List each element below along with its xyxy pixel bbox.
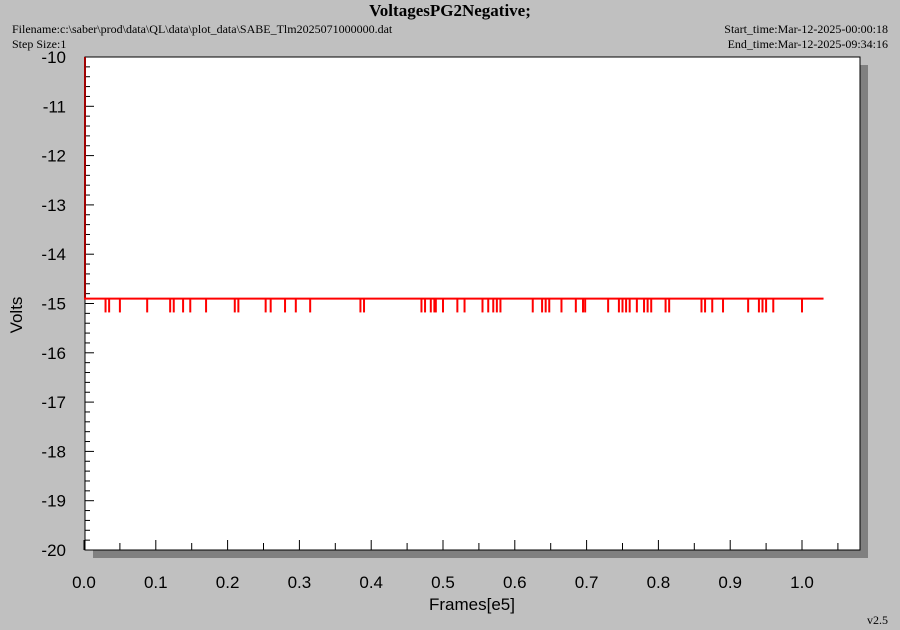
y-tick-label: -15 [41,295,66,314]
x-tick-label: 0.4 [359,573,383,592]
y-tick-label: -13 [41,196,66,215]
x-tick-label: 0.7 [575,573,599,592]
y-axis-label: Volts [7,297,26,334]
start-time-label: Start_time:Mar-12-2025-00:00:18 [724,22,888,36]
x-tick-label: 0.2 [216,573,240,592]
y-tick-label: -16 [41,344,66,363]
x-tick-label: 0.5 [431,573,455,592]
y-tick-label: -14 [41,245,66,264]
y-tick-label: -12 [41,147,66,166]
y-axis: -10 -11 -12 -13 -14 -15 -16 -17 -18 -19 -20 [41,48,94,560]
series-group [84,57,824,313]
version-label: v2.5 [867,613,888,627]
x-tick-label: 0.6 [503,573,527,592]
y-tick-label: -20 [41,541,66,560]
y-tick-label: -17 [41,393,66,412]
plot-area [84,56,861,551]
x-axis-label: Frames[e5] [429,595,515,614]
step-size-label: Step Size:1 [12,37,67,51]
x-tick-label: 0.8 [647,573,671,592]
x-tick-label: 0.0 [72,573,96,592]
chart-title: VoltagesPG2Negative; [369,1,531,20]
x-tick-label: 0.3 [288,573,312,592]
y-tick-label: -19 [41,492,66,511]
y-tick-label: -11 [43,97,66,116]
y-tick-label: -10 [41,48,66,67]
x-axis: 0.0 0.1 0.2 0.3 0.4 0.5 0.6 0.7 0.8 0.9 1.0 [72,540,839,592]
x-tick-label: 0.9 [718,573,742,592]
end-time-label: End_time:Mar-12-2025-09:34:16 [727,37,888,51]
filename-label: Filename:c:\saber\prod\data\QL\data\plot… [12,22,393,36]
x-tick-label: 1.0 [790,573,814,592]
y-tick-label: -18 [41,442,66,461]
x-tick-label: 0.1 [144,573,168,592]
